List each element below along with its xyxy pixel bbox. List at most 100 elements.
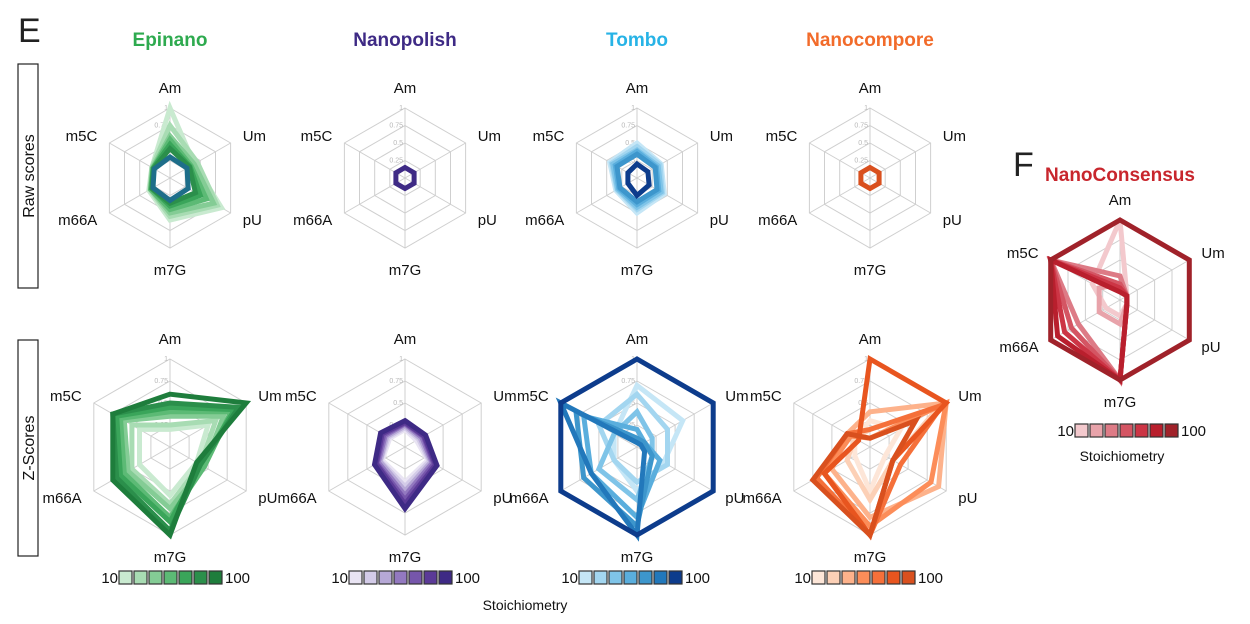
radar-series-line (809, 415, 922, 540)
legend-swatch (423, 570, 438, 585)
legend-max-label: 100 (1181, 423, 1206, 440)
radar-axis-label: Am (626, 80, 649, 97)
grid-spoke (169, 446, 247, 492)
radar-axis-label: pU (478, 212, 497, 229)
legend-swatch (901, 570, 916, 585)
radial-tick-label: 0.25 (854, 158, 868, 165)
radar-axis-label: Am (859, 80, 882, 97)
legend-swatch (1149, 423, 1164, 438)
radar-axis-label: m5C (1007, 245, 1039, 262)
legend-swatch (623, 570, 638, 585)
panel-e-letter: E (18, 12, 41, 50)
radar-axis-label: pU (725, 490, 744, 507)
radar-series-line (558, 356, 716, 538)
radial-tick-label: 0.25 (389, 158, 403, 165)
legend-swatch (1119, 423, 1134, 438)
tool-title: Tombo (606, 30, 668, 51)
radial-tick-label: 0.75 (621, 123, 635, 130)
legend-min-label: 10 (561, 570, 578, 587)
radar-axis-label: m66A (758, 212, 797, 229)
radar-axis-label: m7G (389, 549, 422, 566)
radial-tick-label: 0.75 (154, 378, 168, 385)
grid-spoke (869, 446, 947, 492)
radar-axis-label: Um (243, 128, 266, 145)
legend-swatch (148, 570, 163, 585)
radial-tick-label: 0.75 (154, 123, 168, 130)
radar-series-line (121, 413, 227, 513)
radar-axis-label: m7G (854, 549, 887, 566)
radar-series-line (137, 422, 212, 500)
radial-tick-label: 0.5 (393, 140, 403, 147)
radial-tick-label: 1 (399, 356, 403, 363)
radar-series-line (625, 160, 652, 200)
radar-axis-label: Am (159, 80, 182, 97)
radar-axis-label: Am (394, 331, 417, 348)
radial-tick-label: 0.75 (621, 378, 635, 385)
radar-axis-label: Um (478, 128, 501, 145)
tool-title: Nanocompore (806, 30, 934, 51)
radar-axis-label: pU (258, 490, 277, 507)
legend-swatch (886, 570, 901, 585)
radar-axis-label: m5C (285, 388, 317, 405)
legend-min-label: 10 (1057, 423, 1074, 440)
row-label-raw-text: Raw scores (21, 134, 38, 218)
radar-axis-label: m7G (154, 549, 187, 566)
radar-axis-label: m5C (301, 128, 333, 145)
radar-axis-label: Um (1201, 245, 1224, 262)
legend-max-label: 100 (918, 570, 943, 587)
legend-min-label: 10 (794, 570, 811, 587)
radial-tick-label: 1 (864, 105, 868, 112)
stoichiometry-axis-label: Stoichiometry (483, 597, 568, 613)
legend-min-label: 10 (331, 570, 348, 587)
radar-axis-label: pU (243, 212, 262, 229)
radar-axis-label: m66A (278, 490, 317, 507)
legend-swatch (178, 570, 193, 585)
radar-axis-label: Am (859, 331, 882, 348)
legend-swatch (133, 570, 148, 585)
legend-swatch (638, 570, 653, 585)
stoichiometry-legends: 10 100 10 100 10 100 10 100 10 100 (101, 423, 1206, 587)
grid-spoke (109, 142, 171, 179)
legend-swatch (608, 570, 623, 585)
radar-chart-8: Am Um pU m7G m66A m5C NanoConsensus (999, 165, 1224, 411)
radial-tick-label: 0.75 (854, 378, 868, 385)
grid-spoke (404, 446, 482, 492)
legend-swatch (668, 570, 683, 585)
row-label-z-text: Z-Scores (21, 416, 38, 481)
radar-series-line (595, 407, 655, 504)
stoichiometry-legend-0: 10 100 (101, 570, 250, 587)
tool-title: Epinano (133, 30, 208, 51)
legend-swatch (408, 570, 423, 585)
stoichiometry-legend-4: 10 100 (1057, 423, 1206, 440)
row-label-z: Z-Scores (17, 339, 39, 557)
legend-swatch (871, 570, 886, 585)
legend-swatch (1089, 423, 1104, 438)
legend-max-label: 100 (685, 570, 710, 587)
radar-axis-label: m66A (525, 212, 564, 229)
legend-swatch (811, 570, 826, 585)
radar-axis-label: m66A (293, 212, 332, 229)
legend-swatch (438, 570, 453, 585)
grid-spoke (328, 446, 406, 492)
radar-series-line (150, 153, 191, 204)
radial-tick-label: 1 (631, 105, 635, 112)
radar-axis-label: Am (1109, 192, 1132, 209)
radar-axis-label: Um (493, 388, 516, 405)
radar-axis-label: pU (493, 490, 512, 507)
grid-spoke (328, 402, 406, 448)
radar-axis-label: m66A (743, 490, 782, 507)
radial-tick-label: 0.5 (625, 140, 635, 147)
radar-axis-label: m7G (621, 262, 654, 279)
radar-series-line (1048, 217, 1192, 383)
row-label-raw: Raw scores (17, 63, 39, 289)
radar-chart-1: 0.25 0.5 0.75 1 Am Um pU m7G m66A m5C Nanopolish (293, 30, 501, 279)
legend-swatch (856, 570, 871, 585)
legend-swatch (193, 570, 208, 585)
radar-axis-label: m5C (517, 388, 549, 405)
radial-tick-label: 0.75 (389, 378, 403, 385)
legend-max-label: 100 (225, 570, 250, 587)
legend-swatch (118, 570, 133, 585)
